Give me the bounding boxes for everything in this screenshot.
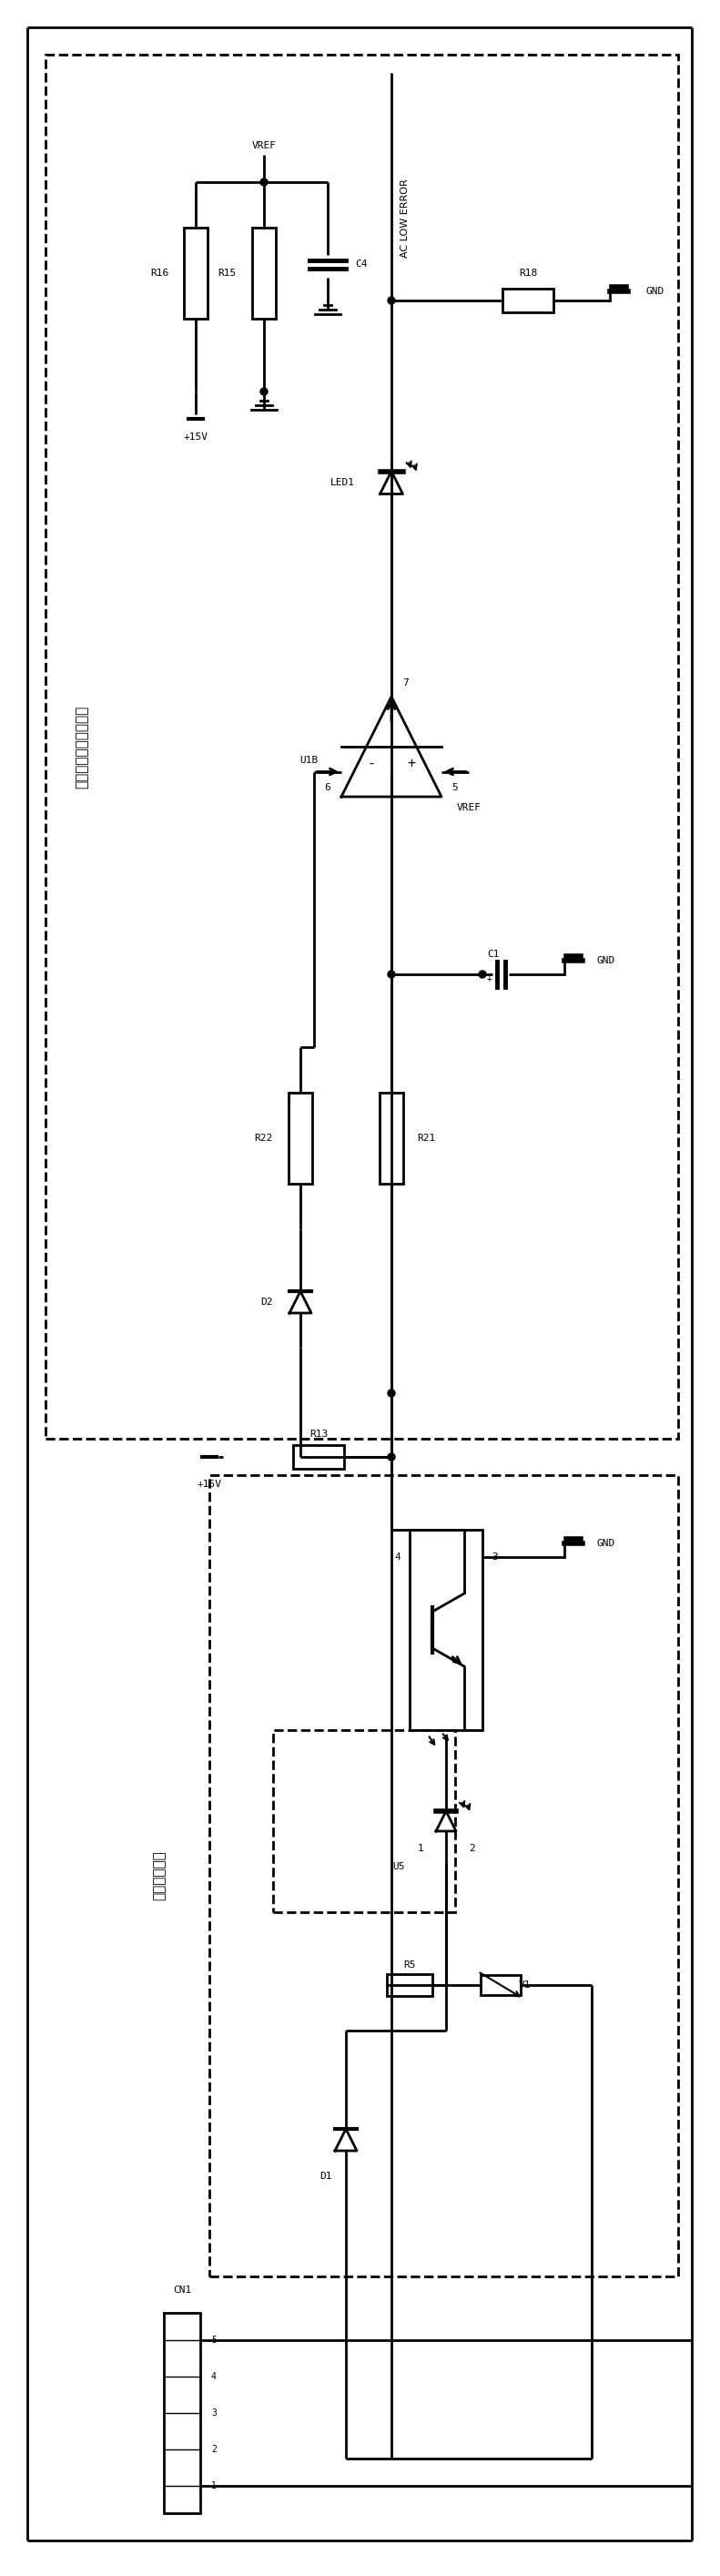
Bar xyxy=(45,54,678,1440)
Text: D2: D2 xyxy=(261,1298,273,1306)
Bar xyxy=(503,289,554,312)
Text: 3: 3 xyxy=(211,2409,217,2416)
Bar xyxy=(184,227,207,319)
Text: +: + xyxy=(487,974,492,984)
Bar xyxy=(293,1445,344,1468)
Text: -: - xyxy=(367,757,376,770)
Text: 2: 2 xyxy=(469,1844,475,1852)
Text: 3: 3 xyxy=(492,1553,498,1561)
Text: 7: 7 xyxy=(402,677,408,688)
Text: +15V: +15V xyxy=(197,1479,222,1489)
Text: 4: 4 xyxy=(211,2372,217,2380)
Text: LED1: LED1 xyxy=(330,479,355,487)
Text: 1: 1 xyxy=(211,2481,217,2491)
Text: 欠压检测电路: 欠压检测电路 xyxy=(153,1850,166,1901)
Bar xyxy=(252,227,276,319)
Circle shape xyxy=(388,296,395,304)
Text: R16: R16 xyxy=(150,268,168,278)
Bar xyxy=(273,1731,455,1911)
Text: AC LOW ERROR: AC LOW ERROR xyxy=(400,180,410,258)
Text: D1: D1 xyxy=(320,2172,332,2182)
Text: GND: GND xyxy=(596,1538,615,1548)
Circle shape xyxy=(388,1388,395,1396)
Text: +: + xyxy=(408,757,415,770)
Text: 1: 1 xyxy=(417,1844,423,1852)
Bar xyxy=(210,1476,678,2277)
Text: +15V: +15V xyxy=(184,433,208,440)
Text: 5: 5 xyxy=(211,2336,217,2344)
Text: R13: R13 xyxy=(310,1430,328,1440)
Text: V1: V1 xyxy=(519,1981,531,1989)
Text: 4: 4 xyxy=(395,1553,400,1561)
Text: R5: R5 xyxy=(403,1960,415,1971)
Text: C1: C1 xyxy=(487,951,499,958)
Text: CN1: CN1 xyxy=(173,2285,192,2295)
Text: GND: GND xyxy=(647,286,665,296)
Bar xyxy=(410,1530,482,1731)
Text: C4: C4 xyxy=(355,260,367,268)
Circle shape xyxy=(388,1453,395,1461)
Circle shape xyxy=(388,971,395,979)
Text: VREF: VREF xyxy=(456,804,481,811)
Text: VREF: VREF xyxy=(252,142,276,149)
Text: 5: 5 xyxy=(452,783,458,793)
Circle shape xyxy=(261,389,268,394)
Bar xyxy=(164,2313,200,2514)
Bar xyxy=(289,1092,312,1185)
Text: R15: R15 xyxy=(218,268,237,278)
Circle shape xyxy=(261,178,268,185)
Text: U1B: U1B xyxy=(300,755,318,765)
Bar xyxy=(379,1092,403,1185)
Text: R18: R18 xyxy=(518,268,537,278)
Bar xyxy=(387,1973,433,1996)
Text: R22: R22 xyxy=(255,1133,273,1144)
Circle shape xyxy=(479,971,486,979)
Text: 2: 2 xyxy=(211,2445,217,2455)
Bar xyxy=(481,1976,521,1994)
Text: 6: 6 xyxy=(325,783,330,793)
Text: GND: GND xyxy=(596,956,615,966)
Text: U5: U5 xyxy=(393,1862,405,1870)
Text: R21: R21 xyxy=(417,1133,436,1144)
Text: 慢充快放逗辑比较电路: 慢充快放逗辑比较电路 xyxy=(75,706,89,788)
